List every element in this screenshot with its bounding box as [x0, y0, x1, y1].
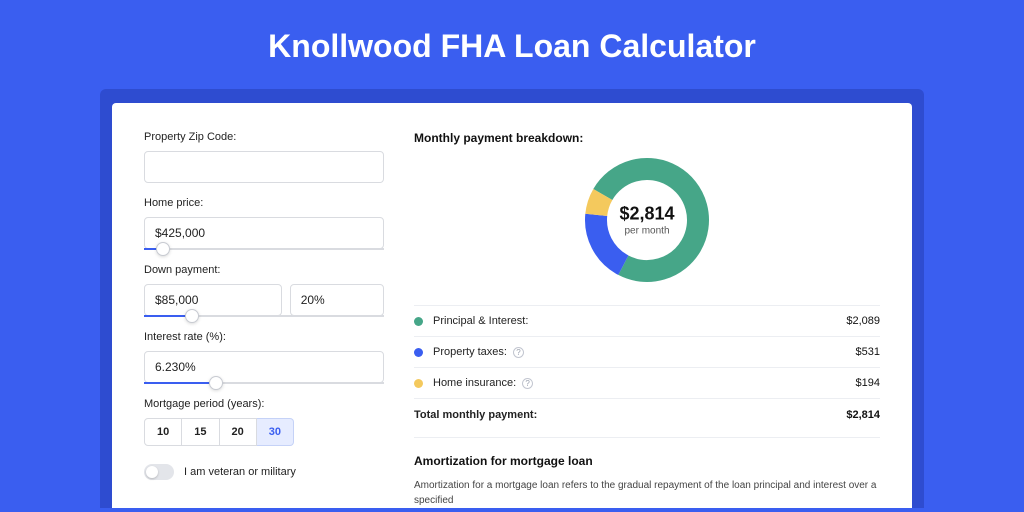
zip-label: Property Zip Code:	[144, 131, 384, 143]
veteran-toggle[interactable]	[144, 464, 174, 480]
period-btn-15[interactable]: 15	[182, 418, 219, 446]
down-label: Down payment:	[144, 264, 384, 276]
price-label: Home price:	[144, 197, 384, 209]
payment-donut-chart: $2,814 per month	[582, 155, 712, 285]
breakdown-column: Monthly payment breakdown: $2,814 per mo…	[414, 131, 880, 508]
down-pct-input[interactable]	[290, 284, 384, 316]
info-icon[interactable]: ?	[513, 347, 524, 358]
rate-input[interactable]	[144, 351, 384, 383]
legend-value: $531	[856, 346, 880, 358]
price-field-group: Home price:	[144, 197, 384, 250]
period-label: Mortgage period (years):	[144, 398, 384, 410]
down-slider-thumb[interactable]	[185, 309, 199, 323]
veteran-label: I am veteran or military	[184, 466, 296, 478]
legend-dot	[414, 317, 423, 326]
total-row: Total monthly payment: $2,814	[414, 398, 880, 431]
rate-slider-fill	[144, 382, 216, 384]
rate-label: Interest rate (%):	[144, 331, 384, 343]
period-field-group: Mortgage period (years): 10152030	[144, 398, 384, 446]
amortization-text: Amortization for a mortgage loan refers …	[414, 478, 880, 508]
donut-center: $2,814 per month	[619, 204, 674, 237]
toggle-knob	[146, 466, 158, 478]
donut-sub: per month	[619, 226, 674, 237]
rate-slider-thumb[interactable]	[209, 376, 223, 390]
total-value: $2,814	[846, 409, 880, 421]
legend-list: Principal & Interest: $2,089 Property taxe…	[414, 305, 880, 398]
zip-input[interactable]	[144, 151, 384, 183]
period-btn-10[interactable]: 10	[144, 418, 182, 446]
down-field-group: Down payment:	[144, 264, 384, 317]
donut-wrap: $2,814 per month	[414, 155, 880, 285]
price-slider-thumb[interactable]	[156, 242, 170, 256]
period-btn-20[interactable]: 20	[220, 418, 257, 446]
period-btn-30[interactable]: 30	[257, 418, 294, 446]
legend-row: Principal & Interest: $2,089	[414, 305, 880, 336]
legend-dot	[414, 379, 423, 388]
legend-label: Property taxes:	[433, 346, 507, 358]
rate-slider[interactable]	[144, 382, 384, 384]
legend-value: $2,089	[846, 315, 880, 327]
info-icon[interactable]: ?	[522, 378, 533, 389]
legend-dot	[414, 348, 423, 357]
down-amount-input[interactable]	[144, 284, 282, 316]
legend-label: Home insurance:	[433, 377, 516, 389]
calculator-card: Property Zip Code: Home price: Down paym…	[112, 103, 912, 508]
legend-row: Property taxes:? $531	[414, 336, 880, 367]
legend-value: $194	[856, 377, 880, 389]
amortization-block: Amortization for mortgage loan Amortizat…	[414, 437, 880, 508]
legend-row: Home insurance:? $194	[414, 367, 880, 398]
form-column: Property Zip Code: Home price: Down paym…	[144, 131, 384, 508]
breakdown-title: Monthly payment breakdown:	[414, 131, 880, 145]
donut-amount: $2,814	[619, 204, 674, 225]
page-title: Knollwood FHA Loan Calculator	[0, 0, 1024, 89]
legend-label: Principal & Interest:	[433, 315, 528, 327]
veteran-row: I am veteran or military	[144, 464, 384, 480]
price-slider[interactable]	[144, 248, 384, 250]
amortization-title: Amortization for mortgage loan	[414, 454, 880, 468]
zip-field-group: Property Zip Code:	[144, 131, 384, 183]
period-button-group: 10152030	[144, 418, 384, 446]
total-label: Total monthly payment:	[414, 409, 537, 421]
down-slider[interactable]	[144, 315, 384, 317]
card-shadow: Property Zip Code: Home price: Down paym…	[100, 89, 924, 508]
price-input[interactable]	[144, 217, 384, 249]
rate-field-group: Interest rate (%):	[144, 331, 384, 384]
